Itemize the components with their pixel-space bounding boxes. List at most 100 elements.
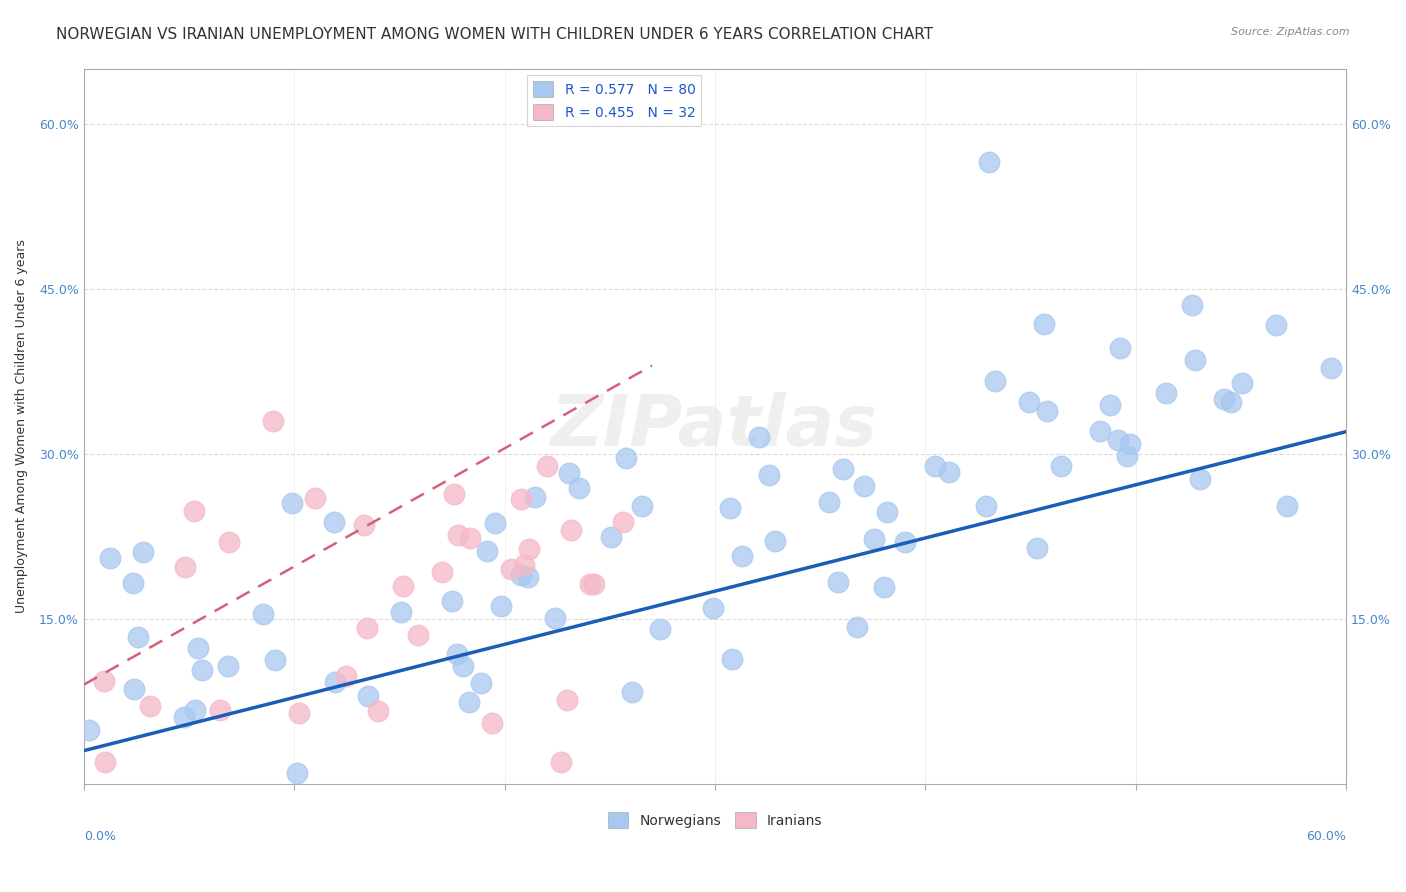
Point bbox=[938, 465, 960, 479]
Point bbox=[579, 576, 602, 591]
Point bbox=[720, 500, 742, 515]
Y-axis label: Unemployment Among Women with Children Under 6 years: Unemployment Among Women with Children U… bbox=[15, 239, 28, 613]
Point bbox=[446, 528, 468, 542]
Point bbox=[523, 490, 546, 504]
Point bbox=[281, 496, 304, 510]
Point bbox=[208, 703, 231, 717]
Point bbox=[852, 478, 875, 492]
Point bbox=[93, 673, 115, 688]
Point bbox=[122, 575, 145, 590]
Text: Source: ZipAtlas.com: Source: ZipAtlas.com bbox=[1232, 27, 1350, 37]
Point bbox=[1188, 472, 1211, 486]
Point bbox=[127, 630, 149, 644]
Point bbox=[173, 710, 195, 724]
Point bbox=[510, 491, 533, 506]
Point bbox=[263, 653, 285, 667]
Point bbox=[827, 575, 849, 590]
Point bbox=[614, 451, 637, 466]
Point bbox=[894, 534, 917, 549]
Point bbox=[470, 676, 492, 690]
Point bbox=[218, 535, 240, 549]
Point bbox=[335, 669, 357, 683]
Text: ZIPatlas: ZIPatlas bbox=[551, 392, 879, 460]
Point bbox=[720, 652, 742, 666]
Point bbox=[367, 704, 389, 718]
Point bbox=[748, 429, 770, 443]
Point bbox=[406, 628, 429, 642]
Point bbox=[630, 499, 652, 513]
Point bbox=[184, 703, 207, 717]
Text: 60.0%: 60.0% bbox=[1306, 830, 1347, 843]
Point bbox=[513, 558, 536, 573]
Point bbox=[323, 674, 346, 689]
Point bbox=[873, 580, 896, 594]
Point bbox=[924, 458, 946, 473]
Point bbox=[446, 647, 468, 661]
Point bbox=[1018, 395, 1040, 409]
Point bbox=[1219, 395, 1241, 409]
Point bbox=[1264, 318, 1286, 332]
Point bbox=[1184, 352, 1206, 367]
Point bbox=[217, 659, 239, 673]
Point bbox=[441, 594, 464, 608]
Point bbox=[1090, 425, 1112, 439]
Point bbox=[876, 505, 898, 519]
Point bbox=[846, 620, 869, 634]
Point bbox=[432, 566, 454, 580]
Point bbox=[458, 695, 481, 709]
Point bbox=[1032, 317, 1054, 331]
Point bbox=[499, 562, 522, 576]
Point bbox=[443, 486, 465, 500]
Legend: Norwegians, Iranians: Norwegians, Iranians bbox=[602, 806, 828, 834]
Point bbox=[98, 550, 121, 565]
Point bbox=[77, 723, 100, 738]
Point bbox=[1212, 392, 1234, 407]
Point bbox=[1049, 458, 1071, 473]
Point bbox=[1107, 433, 1129, 447]
Point bbox=[481, 715, 503, 730]
Point bbox=[758, 468, 780, 483]
Point bbox=[510, 567, 533, 582]
Point bbox=[582, 577, 605, 591]
Point bbox=[132, 545, 155, 559]
Point bbox=[322, 515, 344, 529]
Point bbox=[1119, 437, 1142, 451]
Point bbox=[356, 689, 378, 703]
Point bbox=[516, 570, 538, 584]
Point bbox=[863, 532, 886, 546]
Point bbox=[974, 500, 997, 514]
Point bbox=[353, 518, 375, 533]
Point bbox=[1277, 500, 1299, 514]
Point bbox=[984, 374, 1007, 388]
Point bbox=[252, 607, 274, 621]
Point bbox=[544, 611, 567, 625]
Point bbox=[191, 663, 214, 677]
Point bbox=[560, 523, 582, 537]
Point bbox=[536, 458, 558, 473]
Point bbox=[648, 623, 671, 637]
Point bbox=[1154, 386, 1177, 401]
Point bbox=[139, 698, 162, 713]
Point bbox=[550, 755, 572, 769]
Point bbox=[484, 516, 506, 530]
Text: 0.0%: 0.0% bbox=[84, 830, 115, 843]
Point bbox=[1036, 403, 1059, 417]
Point bbox=[818, 495, 841, 509]
Point bbox=[568, 481, 591, 495]
Point bbox=[702, 600, 724, 615]
Point bbox=[1181, 298, 1204, 312]
Point bbox=[555, 693, 578, 707]
Text: NORWEGIAN VS IRANIAN UNEMPLOYMENT AMONG WOMEN WITH CHILDREN UNDER 6 YEARS CORREL: NORWEGIAN VS IRANIAN UNEMPLOYMENT AMONG … bbox=[56, 27, 934, 42]
Point bbox=[977, 155, 1000, 169]
Point bbox=[356, 621, 378, 635]
Point bbox=[93, 755, 115, 769]
Point bbox=[183, 504, 205, 518]
Point bbox=[731, 549, 754, 564]
Point bbox=[475, 544, 498, 558]
Point bbox=[288, 706, 311, 720]
Point bbox=[491, 599, 513, 613]
Point bbox=[453, 659, 475, 673]
Point bbox=[600, 530, 623, 544]
Point bbox=[262, 414, 284, 428]
Point bbox=[1109, 342, 1132, 356]
